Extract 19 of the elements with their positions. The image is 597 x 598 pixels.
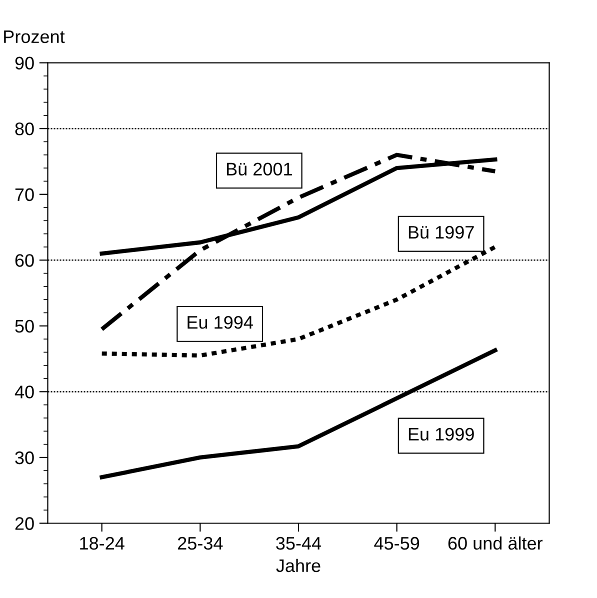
y-tick-label: 30 xyxy=(15,451,34,464)
y-tick-label: 40 xyxy=(14,386,34,398)
y-tick-label: 70 xyxy=(15,188,34,202)
x-axis-title: Jahre xyxy=(276,558,320,572)
y-tick-label: 60 xyxy=(15,254,34,267)
x-tick-label: 45-59 xyxy=(374,536,420,550)
y-tick-label: 20 xyxy=(15,517,34,530)
text: Bü 1997 xyxy=(408,226,474,239)
x-tick-label: 18-24 xyxy=(80,536,124,550)
series-label: Eu 1999 xyxy=(408,428,474,441)
x-tick-label: 25-34 xyxy=(178,536,223,550)
y-axis-title: Prozent xyxy=(4,30,65,44)
x-tick-label: 60 und älter xyxy=(448,536,543,550)
series-label: Bü 2001 xyxy=(227,162,292,176)
y-tick-label: 90 xyxy=(15,56,34,70)
y-tick-label: 80 xyxy=(15,122,34,136)
x-tick-label: 35-44 xyxy=(276,536,322,550)
y-tick-label: 50 xyxy=(15,320,34,333)
series-label: Eu 1994 xyxy=(188,316,253,329)
